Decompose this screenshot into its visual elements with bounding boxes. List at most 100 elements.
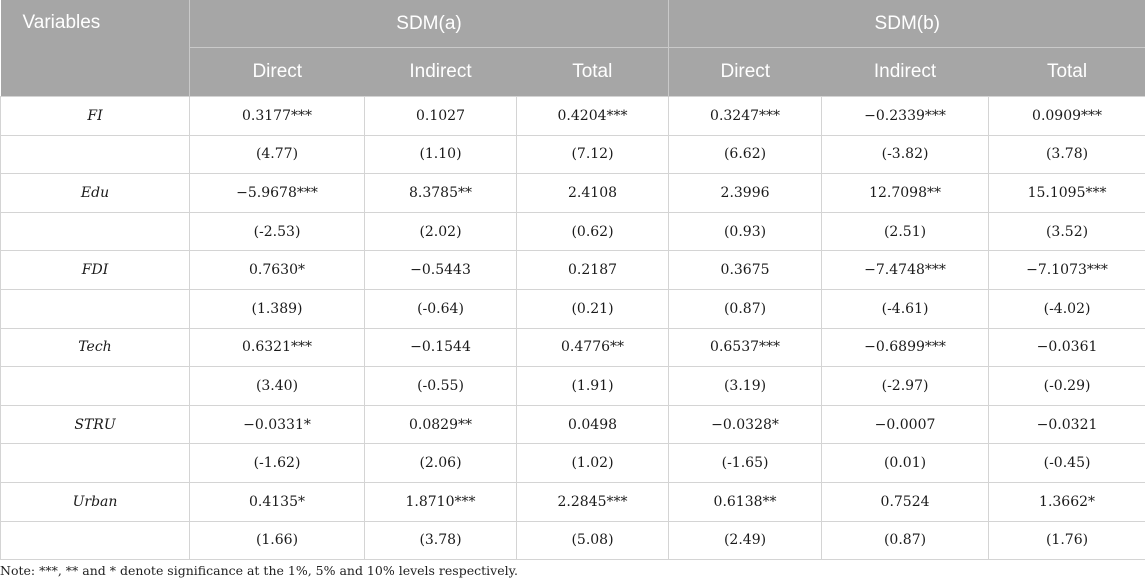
table-cell: (0.87) bbox=[821, 520, 990, 561]
table-cell: (1.66) bbox=[189, 520, 365, 561]
table-cell: (-4.02) bbox=[988, 288, 1145, 329]
table-cell: (5.08) bbox=[515, 520, 670, 561]
table-row: Tech 0.6321*** −0.1544 0.4776** 0.6537*** −0.… bbox=[0, 327, 1145, 368]
row-variable-name: Tech bbox=[0, 327, 190, 368]
subcolumn-header: Total bbox=[516, 47, 669, 97]
table-cell: (1.10) bbox=[364, 134, 517, 175]
table-cell: 0.4204*** bbox=[515, 96, 670, 136]
table-cell: (1.02) bbox=[515, 443, 670, 483]
table-cell: (-4.61) bbox=[821, 288, 990, 329]
row-variable-name bbox=[0, 134, 190, 175]
table-body: FI 0.3177*** 0.1027 0.4204*** 0.3247*** −0.23… bbox=[0, 96, 1145, 561]
group-header-sdm-a: SDM(a) bbox=[188, 0, 669, 48]
table-cell: (7.12) bbox=[515, 134, 670, 175]
table-cell: −0.2339*** bbox=[821, 96, 990, 136]
table-cell: −5.9678*** bbox=[189, 173, 365, 213]
table-cell: (-0.55) bbox=[364, 366, 517, 406]
table-row: Edu −5.9678*** 8.3785** 2.4108 2.3996 12.7098… bbox=[0, 173, 1145, 213]
table-cell: (1.76) bbox=[988, 520, 1145, 561]
table-cell: 0.0829** bbox=[364, 404, 517, 445]
table-cell: (0.21) bbox=[515, 288, 670, 329]
table-cell: −0.0321 bbox=[988, 404, 1145, 445]
table-header: Variables SDM(a) SDM(b) Direct Indirect … bbox=[0, 0, 1145, 97]
table-note: Note: ***, ** and * denote significance … bbox=[0, 563, 518, 578]
table-cell: (-0.64) bbox=[364, 288, 517, 329]
table-cell: −0.0007 bbox=[821, 404, 990, 445]
row-variable-name: STRU bbox=[0, 404, 190, 445]
table-row: (1.66) (3.78) (5.08) (2.49) (0.87) (1.76) bbox=[0, 520, 1145, 561]
table-row: FDI 0.7630* −0.5443 0.2187 0.3675 −7.4748*** −… bbox=[0, 250, 1145, 290]
table-row: STRU −0.0331* 0.0829** 0.0498 −0.0328* −0.000… bbox=[0, 404, 1145, 445]
table-row: (3.40) (-0.55) (1.91) (3.19) (-2.97) (-0.29) bbox=[0, 366, 1145, 406]
table-cell: 0.3247*** bbox=[668, 96, 823, 136]
table-cell: 2.3996 bbox=[668, 173, 823, 213]
table-cell: (-1.62) bbox=[189, 443, 365, 483]
row-variable-name: FI bbox=[0, 96, 190, 136]
table-row: (-1.62) (2.06) (1.02) (-1.65) (0.01) (-0.45) bbox=[0, 443, 1145, 483]
table-row: Urban 0.4135* 1.8710*** 2.2845*** 0.6138** 0.… bbox=[0, 481, 1145, 522]
table-cell: −0.0328* bbox=[668, 404, 823, 445]
table-cell: 0.0498 bbox=[515, 404, 670, 445]
table-cell: (3.78) bbox=[364, 520, 517, 561]
row-variable-name: Urban bbox=[0, 481, 190, 522]
table-cell: (-0.29) bbox=[988, 366, 1145, 406]
table-cell: −0.5443 bbox=[364, 250, 517, 290]
row-variable-name: FDI bbox=[0, 250, 190, 290]
table-cell: 0.0909*** bbox=[988, 96, 1145, 136]
table-cell: 0.6138** bbox=[668, 481, 823, 522]
subcolumn-header: Indirect bbox=[821, 47, 989, 97]
table-cell: 0.6321*** bbox=[189, 327, 365, 368]
table-row: FI 0.3177*** 0.1027 0.4204*** 0.3247*** −0.23… bbox=[0, 96, 1145, 136]
table-cell: 0.4135* bbox=[189, 481, 365, 522]
table-cell: 8.3785** bbox=[364, 173, 517, 213]
table-cell: −7.4748*** bbox=[821, 250, 990, 290]
row-variable-name bbox=[0, 366, 190, 406]
table-cell: 0.1027 bbox=[364, 96, 517, 136]
table-cell: (3.40) bbox=[189, 366, 365, 406]
subcolumn-header: Indirect bbox=[364, 47, 517, 97]
subcolumn-header: Total bbox=[988, 47, 1145, 97]
table-cell: 0.3675 bbox=[668, 250, 823, 290]
table-cell: (0.62) bbox=[515, 211, 670, 252]
subcolumn-header: Direct bbox=[189, 47, 365, 97]
subcolumn-header: Direct bbox=[668, 47, 822, 97]
table-cell: 0.2187 bbox=[515, 250, 670, 290]
row-variable-name bbox=[0, 211, 190, 252]
header-row-subcolumns: Direct Indirect Total Direct Indirect To… bbox=[1, 47, 1145, 97]
table-cell: 1.8710*** bbox=[364, 481, 517, 522]
table-cell: (0.87) bbox=[668, 288, 823, 329]
table-cell: (-0.45) bbox=[988, 443, 1145, 483]
table-cell: −0.6899*** bbox=[821, 327, 990, 368]
table-cell: (4.77) bbox=[189, 134, 365, 175]
table-cell: 0.7524 bbox=[821, 481, 990, 522]
results-table: Variables SDM(a) SDM(b) Direct Indirect … bbox=[0, 0, 1145, 561]
table-cell: (-3.82) bbox=[821, 134, 990, 175]
table-row: (-2.53) (2.02) (0.62) (0.93) (2.51) (3.52) bbox=[0, 211, 1145, 252]
group-header-sdm-b: SDM(b) bbox=[668, 0, 1145, 48]
table-cell: 1.3662* bbox=[988, 481, 1145, 522]
table-cell: (3.78) bbox=[988, 134, 1145, 175]
table-cell: (-2.97) bbox=[821, 366, 990, 406]
table-cell: (6.62) bbox=[668, 134, 823, 175]
table-cell: (2.02) bbox=[364, 211, 517, 252]
table-cell: (3.19) bbox=[668, 366, 823, 406]
table-cell: (3.52) bbox=[988, 211, 1145, 252]
variables-header: Variables bbox=[0, 0, 190, 97]
row-variable-name bbox=[0, 288, 190, 329]
table-cell: (2.51) bbox=[821, 211, 990, 252]
table-cell: 2.4108 bbox=[515, 173, 670, 213]
table-cell: 12.7098** bbox=[821, 173, 990, 213]
table-cell: 2.2845*** bbox=[515, 481, 670, 522]
row-variable-name bbox=[0, 520, 190, 561]
table-cell: −7.1073*** bbox=[988, 250, 1145, 290]
table-cell: 0.4776** bbox=[515, 327, 670, 368]
table-cell: 0.6537*** bbox=[668, 327, 823, 368]
row-variable-name bbox=[0, 443, 190, 483]
table-cell: (2.06) bbox=[364, 443, 517, 483]
table-cell: (2.49) bbox=[668, 520, 823, 561]
header-row-groups: Variables SDM(a) SDM(b) bbox=[0, 0, 1145, 97]
table-cell: −0.0331* bbox=[189, 404, 365, 445]
table-cell: (0.01) bbox=[821, 443, 990, 483]
table-row: (4.77) (1.10) (7.12) (6.62) (-3.82) (3.78) bbox=[0, 134, 1145, 175]
row-variable-name: Edu bbox=[0, 173, 190, 213]
